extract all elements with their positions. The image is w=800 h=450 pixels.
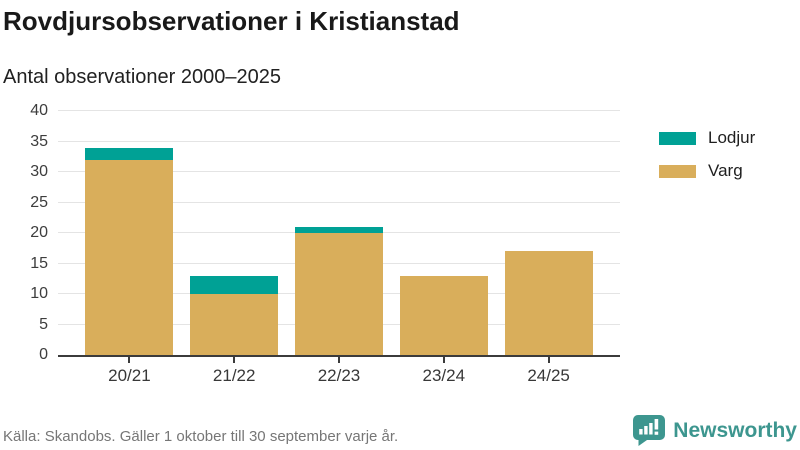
y-axis-tick-label-20: 20	[30, 224, 48, 241]
bar-segment-varg-21-22	[190, 294, 279, 355]
chart-title: Rovdjursobservationer i Kristianstad	[3, 6, 460, 36]
y-axis-tick-label-30: 30	[30, 163, 48, 180]
newsworthy-speech-bubble-bar-chart-icon	[633, 415, 666, 446]
gridline-y-25	[58, 201, 620, 203]
y-axis-tick-label-15: 15	[30, 254, 48, 272]
y-axis-tick-label-5: 5	[39, 315, 48, 333]
gridline-y-35	[58, 140, 620, 142]
bar-segment-lodjur-22-23	[295, 226, 383, 233]
bar-segment-lodjur-20-21	[85, 147, 174, 160]
plot-area	[58, 110, 620, 357]
newsworthy-logo[interactable]: Newsworthy	[632, 414, 797, 447]
legend-item-lodjur: Lodjur	[659, 128, 755, 148]
x-axis-tick-21-22	[233, 355, 236, 363]
bar-segment-varg-24-25	[504, 251, 593, 355]
x-axis-tick-20-21	[128, 355, 131, 363]
bar-segment-varg-23-24	[399, 275, 488, 355]
gridline-y-40	[58, 110, 620, 111]
legend: Lodjur Varg	[659, 128, 755, 194]
bar-segment-varg-22-23	[295, 233, 383, 355]
bar-segment-varg-20-21	[85, 159, 174, 355]
legend-label-varg: Varg	[708, 161, 743, 180]
y-axis-tick-label-10: 10	[30, 285, 48, 302]
x-axis-tick-label-24-25: 24/25	[527, 366, 570, 385]
x-axis-tick-22-23	[338, 355, 340, 363]
chart-subtitle: Antal observationer 2000–2025	[3, 66, 281, 88]
legend-swatch-lodjur	[659, 131, 696, 145]
x-axis-tick-label-20-21: 20/21	[108, 366, 151, 385]
legend-item-varg: Varg	[659, 161, 755, 181]
y-axis: 0 5 10 15 20 25 30 35 40	[0, 102, 48, 363]
source-note: Källa: Skandobs. Gäller 1 oktober till 3…	[3, 428, 399, 445]
legend-label-lodjur: Lodjur	[708, 128, 756, 147]
newsworthy-logo-text: Newsworthy	[673, 418, 797, 442]
x-axis-tick-label-23-24: 23/24	[422, 366, 466, 385]
x-axis-tick-label-22-23: 22/23	[317, 366, 361, 385]
x-axis-tick-24-25	[547, 355, 550, 363]
y-axis-tick-label-35: 35	[30, 132, 48, 150]
bar-segment-lodjur-21-22	[190, 275, 279, 294]
y-axis-tick-label-40: 40	[30, 102, 48, 119]
x-axis-tick-23-24	[442, 355, 445, 363]
x-axis-tick-label-21-22: 21/22	[212, 366, 256, 385]
y-axis-tick-label-25: 25	[30, 193, 48, 211]
gridline-y-30	[58, 171, 620, 172]
legend-swatch-varg	[659, 164, 696, 178]
y-axis-tick-label-0: 0	[39, 346, 48, 363]
